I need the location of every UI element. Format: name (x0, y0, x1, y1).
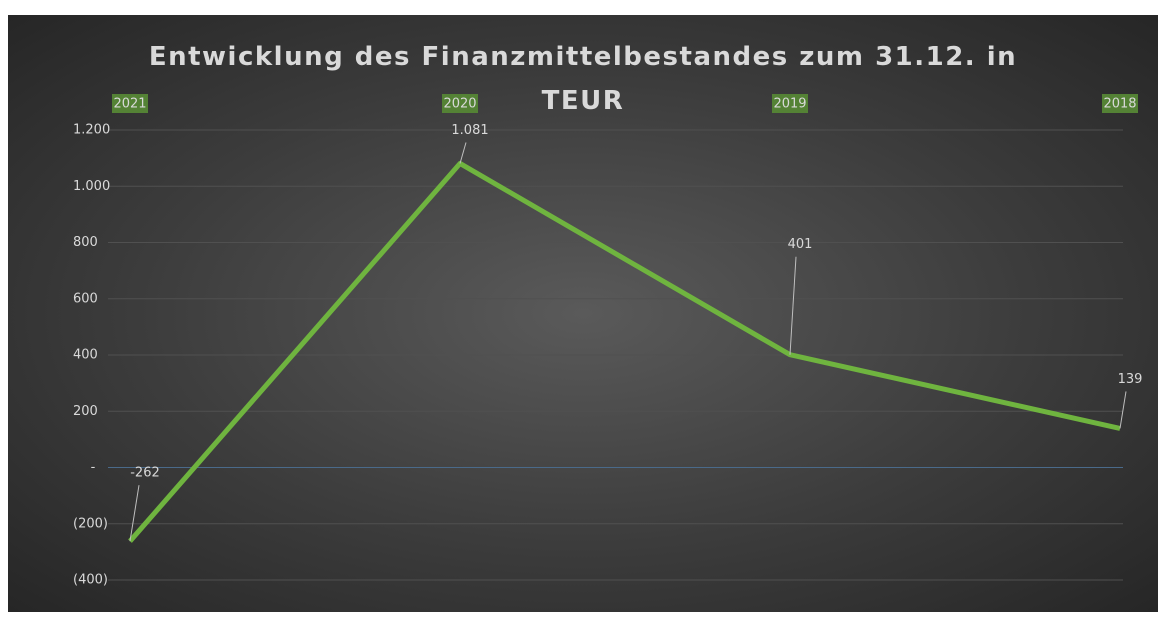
y-tick-label: - (91, 460, 96, 475)
y-tick-label: 200 (73, 404, 98, 419)
y-tick-label: 600 (73, 291, 98, 306)
x-tick-label: 2021 (113, 97, 146, 112)
x-tick-label: 2019 (773, 97, 806, 112)
x-tick-label: 2018 (1103, 97, 1136, 112)
category-label-bg (442, 94, 478, 113)
line (128, 160, 1121, 543)
category-label-bg (1102, 94, 1138, 113)
y-tick-label: 1.000 (73, 179, 110, 194)
leader-line (1119, 391, 1127, 429)
data-label: -262 (130, 466, 160, 481)
y-tick-label: 800 (73, 235, 98, 250)
y-tick-label: (200) (73, 516, 108, 531)
chart-title: Entwicklung des Finanzmittelbestandes zu… (148, 42, 1018, 116)
chart: 1.200 1.000 800 600 400 200 - (200) (400) 2021 202… (73, 94, 1143, 588)
data-label: 1.081 (451, 123, 488, 138)
leader-line (129, 485, 140, 542)
chart-area: 1.200 1.000 800 600 400 200 - (200) (400) 2021 202… (8, 15, 1158, 612)
category-label-bg (772, 94, 808, 113)
category-label-bg (112, 94, 148, 113)
leader-line (789, 256, 797, 355)
y-tick-label: 1.200 (73, 123, 110, 138)
y-tick-label: 400 (73, 348, 98, 363)
data-label: 401 (788, 237, 813, 252)
data-label: 139 (1118, 372, 1143, 387)
x-tick-label: 2020 (443, 97, 476, 112)
leader-line (459, 142, 467, 164)
y-tick-label: (400) (73, 573, 108, 588)
